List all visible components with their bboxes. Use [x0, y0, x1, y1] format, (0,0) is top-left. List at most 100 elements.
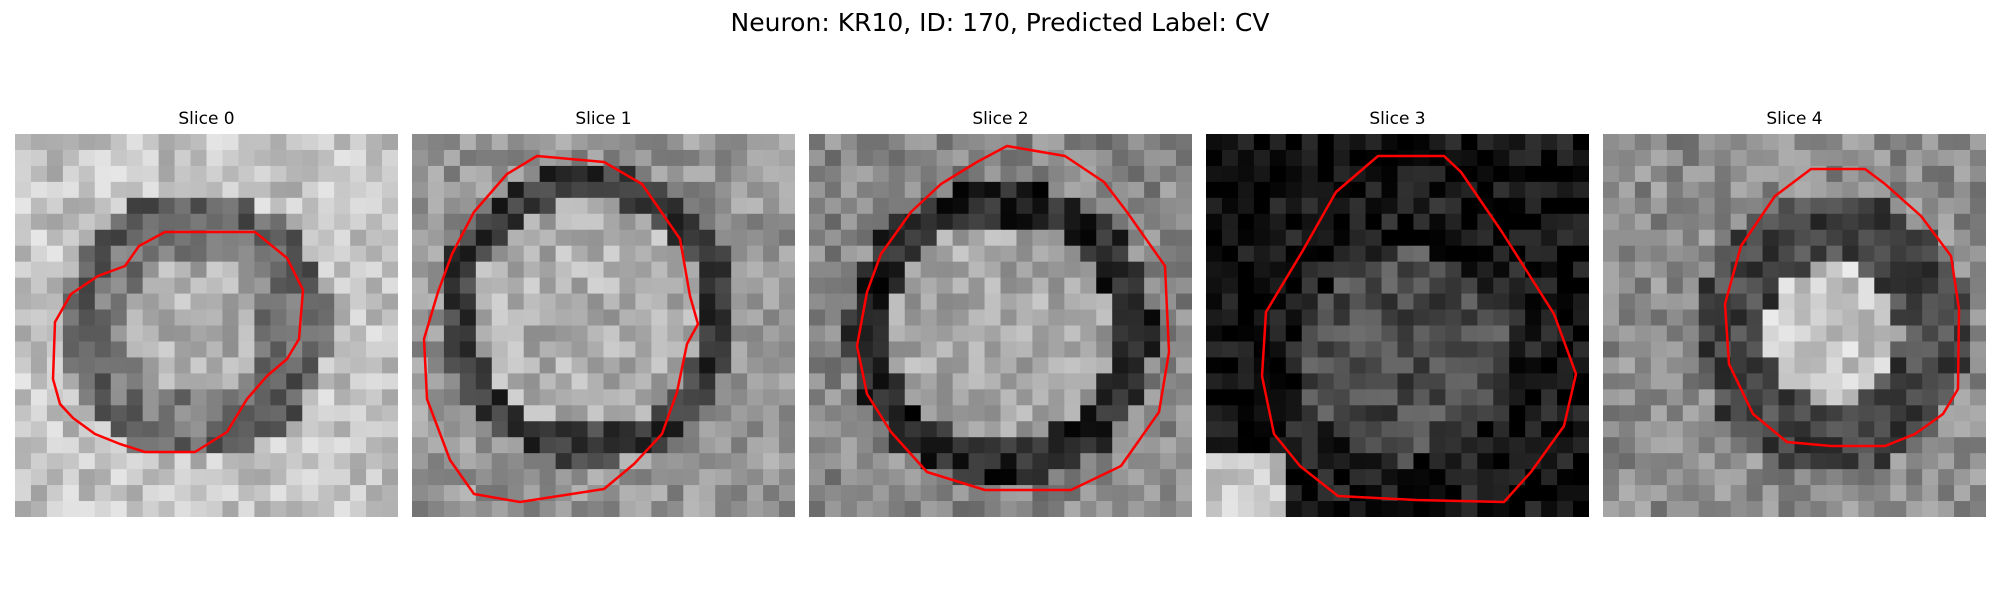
pixel: [1397, 501, 1415, 517]
pixel: [491, 293, 509, 311]
pixel: [15, 437, 32, 454]
pixel: [1016, 309, 1034, 327]
pixel: [1160, 501, 1177, 517]
pixel: [1714, 149, 1732, 167]
pixel: [1112, 325, 1129, 343]
pixel: [1144, 405, 1161, 422]
pixel: [190, 405, 208, 422]
pixel: [683, 165, 700, 183]
pixel: [872, 437, 890, 454]
pixel: [1509, 213, 1526, 231]
pixel: [1603, 309, 1620, 327]
pixel: [1221, 229, 1239, 247]
pixel: [475, 229, 493, 247]
pixel: [1573, 197, 1589, 215]
pixel: [507, 293, 525, 311]
pixel: [1603, 165, 1620, 183]
pixel: [1826, 245, 1843, 263]
pixel: [1573, 325, 1589, 343]
pixel: [1237, 453, 1255, 470]
pixel: [1525, 261, 1542, 279]
pixel: [667, 293, 684, 311]
pixel: [904, 341, 922, 359]
pixel: [190, 437, 208, 454]
pixel: [78, 357, 96, 374]
pixel: [1269, 181, 1287, 199]
pixel: [1096, 134, 1113, 151]
pixel: [683, 213, 700, 231]
pixel: [270, 373, 287, 390]
pixel: [1381, 213, 1399, 231]
pixel: [1906, 421, 1923, 438]
pixel: [968, 437, 986, 454]
pixel: [635, 325, 652, 343]
pixel: [984, 261, 1002, 279]
pixel: [1762, 405, 1780, 422]
pixel: [1032, 149, 1049, 167]
pixel: [1221, 197, 1239, 215]
pixel: [1698, 309, 1716, 327]
pixel: [1970, 501, 1986, 517]
pixel: [1237, 149, 1255, 167]
pixel: [475, 453, 493, 470]
pixel: [603, 229, 621, 247]
pixel: [1112, 421, 1129, 438]
pixel: [1922, 213, 1939, 231]
pixel: [286, 213, 303, 231]
pixel: [1301, 453, 1319, 470]
pixel: [222, 389, 240, 406]
pixel: [1237, 229, 1255, 247]
pixel: [763, 213, 780, 231]
pixel: [302, 277, 319, 295]
pixel: [699, 261, 716, 279]
pixel: [270, 229, 287, 247]
pixel: [1128, 134, 1145, 151]
pixel: [1618, 245, 1636, 263]
pixel: [459, 453, 477, 470]
pixel: [427, 501, 445, 517]
pixel: [1176, 213, 1192, 231]
pixel: [872, 213, 890, 231]
slice-image-4: [1603, 134, 1986, 517]
pixel: [1826, 134, 1843, 151]
pixel: [1349, 261, 1367, 279]
pixel: [523, 389, 541, 406]
pixel: [1461, 309, 1478, 327]
pixel: [651, 134, 668, 151]
pixel: [1890, 229, 1907, 247]
pixel: [318, 165, 335, 183]
pixel: [683, 485, 700, 502]
pixel: [270, 485, 287, 502]
pixel: [1237, 485, 1255, 502]
contour-outline: [1723, 167, 1961, 448]
pixel: [1666, 469, 1684, 486]
pixel: [1714, 293, 1732, 311]
pixel: [222, 165, 240, 183]
pixel: [667, 485, 684, 502]
pixel: [1413, 181, 1431, 199]
pixel: [1317, 261, 1335, 279]
pixel: [382, 501, 398, 517]
pixel: [1746, 261, 1764, 279]
pixel: [1221, 245, 1239, 263]
pixel: [952, 181, 970, 199]
pixel: [1778, 501, 1796, 517]
pixel: [1301, 261, 1319, 279]
pixel: [1206, 293, 1223, 311]
pixel: [110, 357, 128, 374]
pixel: [1237, 405, 1255, 422]
pixel: [62, 469, 80, 486]
pixel: [1666, 149, 1684, 167]
pixel: [1525, 485, 1542, 502]
pixel: [1032, 485, 1049, 502]
pixel: [968, 165, 986, 183]
pixel: [238, 405, 255, 422]
pixel: [1826, 405, 1843, 422]
pixel: [1445, 437, 1462, 454]
pixel: [1541, 134, 1558, 151]
pixel: [1285, 325, 1303, 343]
pixel: [715, 421, 732, 438]
pixel: [1906, 325, 1923, 343]
pixel: [952, 453, 970, 470]
pixel: [571, 357, 589, 374]
